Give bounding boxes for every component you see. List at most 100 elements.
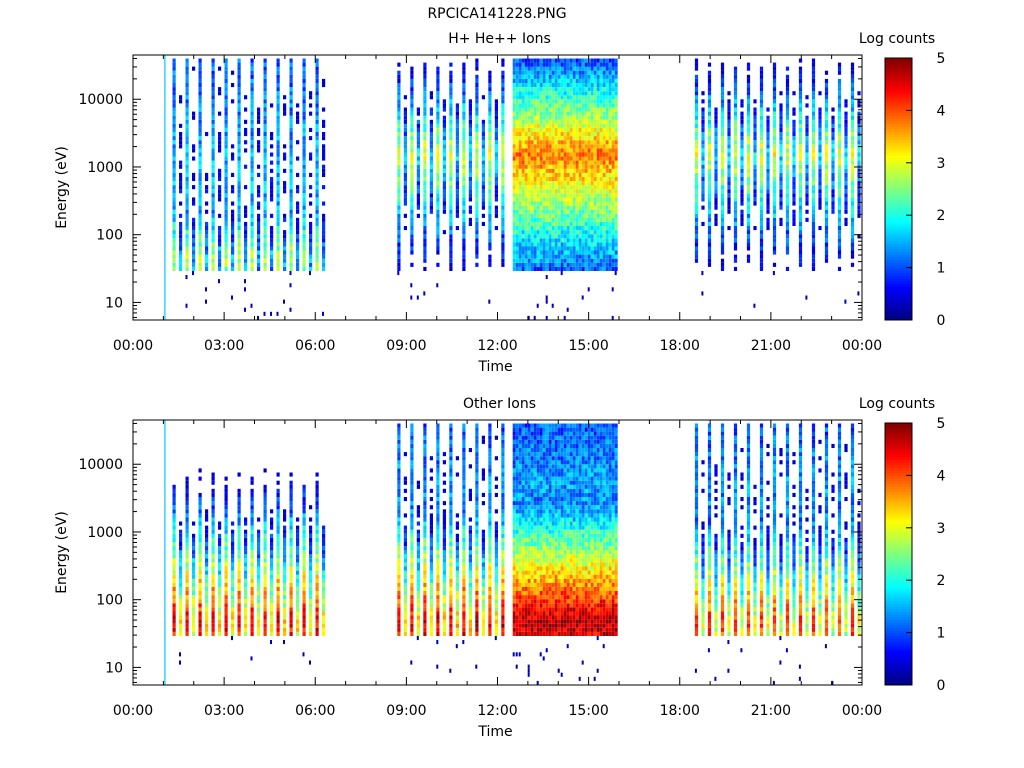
heatmap-cell	[593, 246, 597, 251]
heatmap-cell	[759, 226, 764, 231]
heatmap-cell	[442, 177, 446, 182]
heatmap-cell	[475, 62, 479, 67]
heatmap-cell	[224, 144, 228, 149]
heatmap-cell	[442, 123, 446, 128]
heatmap-cell	[560, 238, 564, 243]
heatmap-cell	[599, 91, 603, 96]
heatmap-cell	[599, 177, 603, 182]
heatmap-cell	[263, 156, 267, 161]
heatmap-cell	[488, 99, 492, 104]
heatmap-cell	[462, 66, 466, 71]
heatmap-cell	[542, 74, 546, 79]
heatmap-cell	[276, 221, 280, 226]
heatmap-cell	[587, 262, 591, 267]
heatmap-cell	[250, 189, 254, 194]
heatmap-cell	[501, 99, 505, 104]
heatmap-cell	[224, 554, 228, 559]
heatmap-cell	[727, 115, 731, 120]
heatmap-cell	[283, 246, 287, 251]
heatmap-cell	[581, 140, 585, 145]
heatmap-cell	[237, 99, 241, 104]
colorbar-swatch	[885, 65, 912, 69]
heatmap-cell	[315, 226, 319, 231]
heatmap-cell	[276, 152, 280, 157]
heatmap-cell	[276, 258, 280, 263]
heatmap-cell	[746, 197, 751, 202]
heatmap-cell	[449, 160, 453, 165]
heatmap-cell	[824, 152, 829, 157]
heatmap-cell	[759, 168, 764, 173]
heatmap-cell	[501, 119, 505, 124]
heatmap-cell	[605, 266, 609, 271]
heatmap-cell	[707, 115, 712, 120]
heatmap-cell	[322, 238, 326, 243]
heatmap-cell	[289, 140, 293, 145]
heatmap-cell	[605, 78, 609, 83]
heatmap-cell	[185, 246, 189, 251]
heatmap-cell	[518, 62, 522, 67]
heatmap-cell	[455, 127, 459, 132]
heatmap-cell	[521, 221, 525, 226]
heatmap-cell	[578, 87, 582, 92]
heatmap-cell	[289, 115, 293, 120]
heatmap-cell	[844, 193, 848, 198]
heatmap-cell	[560, 103, 564, 108]
heatmap-cell	[423, 172, 427, 177]
heatmap-cell	[605, 74, 609, 79]
heatmap-cell	[831, 148, 835, 153]
heatmap-cell	[315, 213, 319, 218]
heatmap-cell	[518, 58, 522, 63]
heatmap-cell	[560, 70, 564, 75]
heatmap-cell	[530, 87, 534, 92]
heatmap-cell	[455, 156, 459, 161]
heatmap-cell	[614, 254, 618, 259]
heatmap-cell	[302, 95, 306, 100]
heatmap-cell	[462, 177, 466, 182]
heatmap-cell	[596, 62, 600, 67]
heatmap-cell	[536, 246, 540, 251]
heatmap-cell	[527, 127, 531, 132]
heatmap-cell	[560, 209, 564, 214]
heatmap-cell	[539, 70, 543, 75]
heatmap-cell	[501, 160, 505, 165]
heatmap-cell	[560, 91, 564, 96]
heatmap-cell	[198, 74, 202, 79]
heatmap-cell	[172, 156, 176, 161]
heatmap-cell	[263, 144, 267, 149]
heatmap-cell	[302, 250, 306, 255]
heatmap-cell	[557, 262, 561, 267]
heatmap-cell	[429, 127, 433, 132]
heatmap-cell	[554, 266, 558, 271]
heatmap-cell	[289, 201, 293, 206]
heatmap-cell	[322, 148, 326, 153]
heatmap-cell	[455, 164, 459, 169]
heatmap-cell	[707, 78, 712, 83]
heatmap-cell	[442, 164, 446, 169]
heatmap-cell	[518, 189, 522, 194]
heatmap-cell	[192, 230, 196, 235]
heatmap-cell	[436, 230, 440, 235]
heatmap-cell	[224, 123, 228, 128]
heatmap-cell	[551, 181, 555, 186]
heatmap-cell	[521, 254, 525, 259]
heatmap-cell	[524, 83, 528, 88]
heatmap-cell	[545, 168, 549, 173]
heatmap-cell	[536, 177, 540, 182]
heatmap-cell	[515, 132, 519, 137]
heatmap-cell	[218, 554, 222, 559]
heatmap-cell	[309, 172, 313, 177]
heatmap-cell	[850, 168, 855, 173]
heatmap-cell	[211, 91, 215, 96]
heatmap-cell	[198, 193, 202, 198]
heatmap-cell	[596, 91, 600, 96]
heatmap-cell	[811, 230, 816, 235]
heatmap-cell	[587, 111, 591, 116]
heatmap-cell	[569, 127, 573, 132]
heatmap-cell	[566, 152, 570, 157]
heatmap-cell	[605, 62, 609, 67]
heatmap-cell	[837, 193, 842, 198]
heatmap-cell	[468, 168, 472, 173]
heatmap-cell	[172, 115, 176, 120]
heatmap-cell	[545, 62, 549, 67]
heatmap-cell	[766, 189, 770, 194]
